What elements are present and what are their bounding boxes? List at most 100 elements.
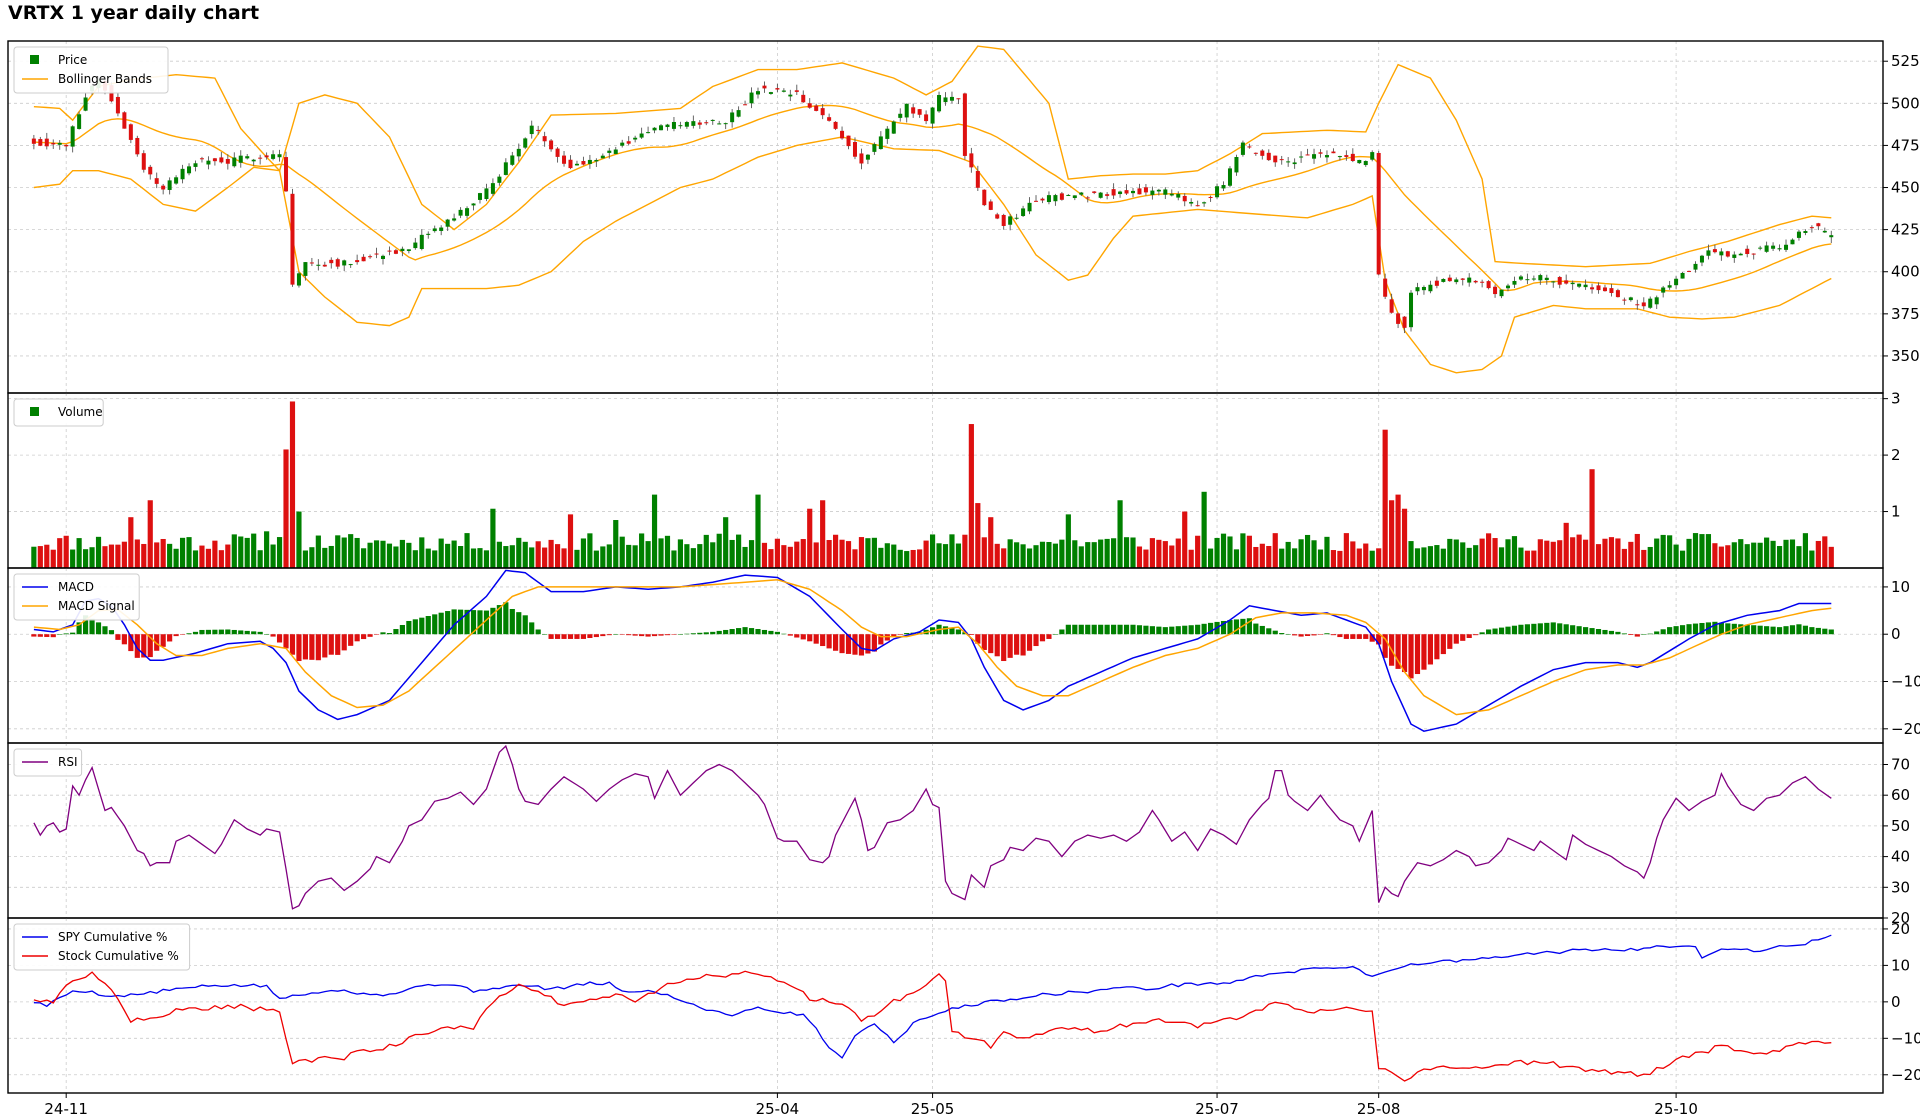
candle-body xyxy=(878,136,883,150)
cumulative-ytick-label: −20 xyxy=(1891,1066,1920,1084)
candle-body xyxy=(1098,192,1103,198)
volume-bar xyxy=(37,546,43,568)
candle-body xyxy=(1447,277,1452,282)
macd-histogram-bar xyxy=(348,634,354,646)
rsi-panel: 20 30 40 50 60 70 RSI xyxy=(7,742,1910,927)
volume-bar xyxy=(503,546,509,568)
macd-histogram-bar xyxy=(289,634,296,655)
candle-body xyxy=(368,256,373,258)
candle-body xyxy=(1350,153,1355,162)
volume-bar xyxy=(1589,469,1595,568)
candle-body xyxy=(1564,280,1569,284)
macd-histogram-bar xyxy=(1460,634,1466,641)
candle-body xyxy=(607,150,612,153)
macd-histogram-bar xyxy=(412,619,418,635)
candle-body xyxy=(212,158,217,162)
cumulative-ytick-label: 20 xyxy=(1891,920,1910,938)
volume-bar xyxy=(994,543,1000,568)
candle-body xyxy=(64,144,69,147)
candle-body xyxy=(1531,278,1536,280)
candle-body xyxy=(238,155,243,163)
volume-bar xyxy=(535,541,541,568)
candle-body xyxy=(1273,155,1278,163)
volume-bar xyxy=(1486,533,1492,568)
candle-body xyxy=(1208,196,1213,198)
candle-body xyxy=(633,137,638,140)
macd-histogram-bar xyxy=(1072,624,1078,635)
macd-histogram-bar xyxy=(1524,624,1530,635)
candle-body xyxy=(542,136,547,142)
volume-bar xyxy=(800,539,806,568)
macd-histogram-bar xyxy=(1550,622,1556,635)
volume-bar xyxy=(315,535,321,568)
macd-histogram-bar xyxy=(839,634,845,654)
candle-body xyxy=(296,273,301,286)
candle-body xyxy=(1383,278,1388,297)
candle-body xyxy=(57,142,62,145)
macd-histogram-bar xyxy=(1033,634,1039,647)
macd-histogram-bar xyxy=(1486,629,1492,635)
macd-histogram-bar xyxy=(1246,618,1252,635)
candle-body xyxy=(1059,193,1064,200)
macd-histogram-bar xyxy=(554,634,561,639)
candle-body xyxy=(1648,298,1653,308)
macd-histogram-bar xyxy=(574,634,580,639)
candle-body xyxy=(982,189,987,206)
volume-bar xyxy=(458,546,464,568)
candle-body xyxy=(1596,285,1601,291)
volume-bar xyxy=(1246,535,1252,568)
macd-histogram-bar xyxy=(205,629,212,635)
candle-body xyxy=(1046,195,1051,203)
volume-bar xyxy=(95,536,102,568)
macd-histogram-bar xyxy=(399,624,405,635)
macd-histogram-bar xyxy=(897,634,903,635)
volume-bar xyxy=(1628,541,1634,568)
volume-bar xyxy=(664,535,671,568)
candle-body xyxy=(943,97,948,103)
volume-bar xyxy=(509,545,515,568)
candle-body xyxy=(355,260,360,263)
candle-body xyxy=(762,85,767,89)
macd-histogram-bar xyxy=(1634,634,1640,637)
candle-body xyxy=(309,262,314,264)
candle-body xyxy=(199,158,204,160)
volume-bar xyxy=(1317,549,1324,568)
candle-body xyxy=(1247,146,1252,148)
candle-body xyxy=(180,168,185,180)
xtick-label: 25-08 xyxy=(1357,1100,1401,1118)
candle-body xyxy=(659,125,664,131)
candle-body xyxy=(975,171,980,188)
macd-histogram-bar xyxy=(697,632,703,635)
macd-histogram-bar xyxy=(548,634,554,639)
price-ytick-label: 525 xyxy=(1891,52,1920,70)
candle-body xyxy=(1318,152,1323,154)
volume-bar xyxy=(1156,539,1162,568)
macd-histogram-bar xyxy=(1789,625,1796,635)
macd-histogram-bar xyxy=(1123,624,1130,635)
macd-histogram-bar xyxy=(141,634,147,658)
candle-body xyxy=(904,103,909,118)
volume-bar xyxy=(1679,550,1686,568)
volume-bar xyxy=(1434,545,1440,568)
candle-body xyxy=(1784,244,1789,250)
candle-body xyxy=(620,142,625,146)
volume-bar xyxy=(102,546,108,568)
candle-body xyxy=(1402,316,1407,328)
volume-bar xyxy=(179,537,186,568)
macd-histogram-bar xyxy=(761,629,768,635)
volume-bar xyxy=(1705,534,1712,568)
candle-body xyxy=(225,158,230,164)
macd-histogram-bar xyxy=(1621,633,1627,635)
macd-histogram-bar xyxy=(1304,634,1311,636)
candle-body xyxy=(1266,152,1271,161)
volume-bar xyxy=(1718,546,1724,568)
volume-bar xyxy=(31,546,37,568)
candle-body xyxy=(452,218,457,221)
candle-body xyxy=(1822,230,1827,233)
candle-body xyxy=(258,157,263,159)
volume-bar xyxy=(1389,500,1395,568)
macd-histogram-bar xyxy=(587,634,593,638)
candle-body xyxy=(626,141,631,144)
candle-body xyxy=(1674,278,1679,286)
